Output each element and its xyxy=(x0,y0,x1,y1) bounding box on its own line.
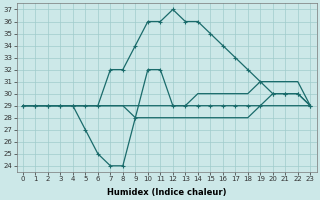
X-axis label: Humidex (Indice chaleur): Humidex (Indice chaleur) xyxy=(107,188,226,197)
